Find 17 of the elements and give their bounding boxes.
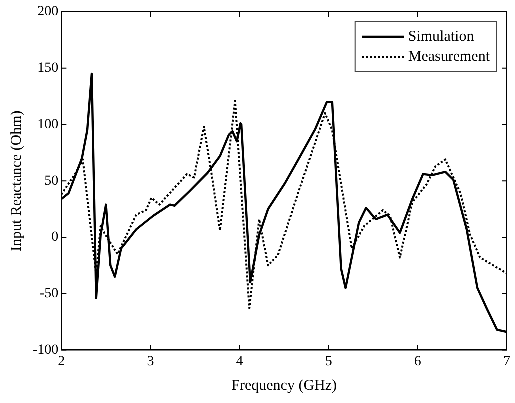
x-tick-label: 6	[414, 354, 422, 370]
y-tick-label: 100	[38, 117, 59, 132]
x-tick-label: 3	[147, 354, 154, 370]
y-tick-label: 150	[38, 61, 59, 76]
legend-label: Measurement	[408, 48, 491, 65]
y-axis-title: Input Reactance (Ohm)	[8, 110, 25, 252]
y-tick-label: 50	[44, 174, 59, 189]
x-axis-title: Frequency (GHz)	[232, 378, 338, 394]
y-tick-label: -100	[32, 342, 59, 358]
y-tick-label: -50	[40, 286, 59, 302]
x-tick-label: 2	[58, 354, 66, 370]
x-tick-label: 5	[325, 354, 332, 370]
x-tick-label: 4	[236, 354, 244, 370]
x-tick-label: 7	[504, 354, 510, 370]
y-tick-label: 0	[52, 230, 59, 246]
y-tick-label: 200	[38, 4, 59, 20]
legend-label: Simulation	[408, 28, 475, 45]
